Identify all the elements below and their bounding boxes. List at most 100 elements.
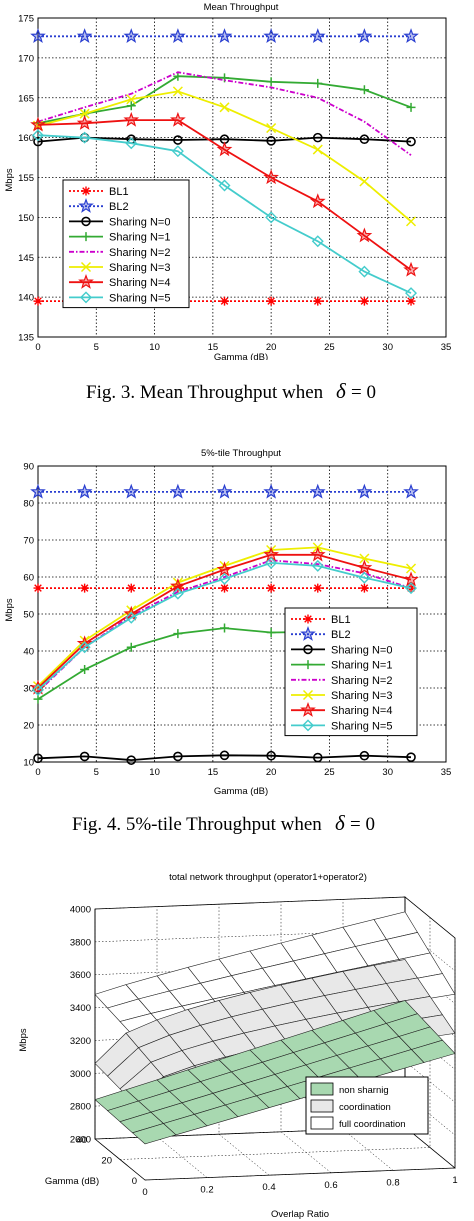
fig4-caption-text: Fig. 4. 5%-tile Throughput when: [72, 814, 322, 835]
x-tick-label: 0.6: [324, 1180, 337, 1191]
surface-patch: [410, 1039, 456, 1063]
marker-circle: [312, 132, 323, 143]
marker-x: [172, 86, 183, 97]
y-tick-label: 0: [132, 1176, 137, 1187]
y-tick-label: 60: [23, 573, 34, 584]
legend-item: BL2: [69, 197, 129, 213]
marker-diamond: [311, 559, 324, 572]
marker-star: [170, 111, 186, 127]
marker-star: [78, 273, 94, 289]
marker-diamond: [32, 129, 44, 142]
marker-x: [405, 563, 417, 574]
y-tick-label: 145: [18, 253, 34, 264]
x-tick-label: 35: [441, 767, 452, 778]
series-sharing-n-4: [30, 111, 419, 277]
marker-star: [216, 141, 233, 157]
marker-star: [356, 28, 373, 44]
series-line: [37, 559, 412, 693]
marker-plus: [33, 694, 43, 704]
z-tick-label: 3400: [70, 1003, 91, 1014]
y-tick-label: 70: [23, 536, 34, 547]
series-sharing-n-5: [32, 129, 418, 300]
x-tick-label: 0.2: [200, 1185, 213, 1196]
marker-star: [403, 483, 419, 499]
legend-label: Sharing N=0: [331, 644, 392, 656]
marker-diamond: [125, 611, 138, 624]
legend-item: BL2: [291, 625, 351, 641]
y-tick-label: 50: [23, 610, 34, 621]
surface-non-sharnig: [94, 1000, 456, 1145]
marker-x: [405, 216, 417, 227]
marker-star: [216, 483, 233, 499]
marker-circle: [79, 751, 90, 762]
legend-item: Sharing N=2: [69, 247, 170, 259]
marker-circle: [33, 136, 43, 147]
legend-label: BL2: [109, 201, 129, 213]
marker-asterisk: [126, 583, 136, 593]
marker-star: [30, 483, 46, 499]
marker-x: [359, 553, 370, 564]
marker-star: [356, 559, 373, 575]
marker-asterisk: [359, 583, 369, 593]
z-tick-label: 2800: [70, 1102, 91, 1113]
marker-star: [403, 261, 419, 277]
y-tick-label: 140: [18, 293, 34, 304]
z-axis-label: Mbps: [18, 1028, 29, 1051]
legend-item: Sharing N=0: [291, 644, 392, 656]
marker-asterisk: [266, 296, 276, 306]
marker-diamond: [218, 572, 231, 585]
legend-item: Sharing N=5: [291, 719, 392, 732]
marker-star: [170, 483, 186, 499]
legend-label: BL1: [109, 186, 129, 198]
marker-star: [78, 197, 94, 213]
legend-item: Sharing N=3: [291, 689, 392, 702]
marker-star: [309, 28, 326, 44]
y-tick-label: 30: [23, 684, 34, 695]
legend-label: Sharing N=3: [331, 690, 392, 702]
marker-circle: [266, 750, 276, 761]
marker-star: [216, 28, 233, 44]
marker-plus: [266, 628, 276, 637]
x-tick-label: 20: [266, 767, 277, 778]
marker-diamond: [358, 571, 371, 584]
marker-star: [30, 116, 46, 132]
y-tick-label: 40: [23, 647, 34, 658]
legend-label: Sharing N=2: [331, 675, 392, 687]
x-tick-label: 0.4: [262, 1182, 275, 1193]
marker-star: [403, 28, 419, 44]
marker-circle: [406, 752, 416, 762]
legend-label: Sharing N=4: [109, 277, 170, 289]
marker-x: [126, 94, 137, 105]
mean-throughput-chart: Mean Throughput Mbps Gamma (dB) 0 5 10 15 20…: [4, 2, 451, 360]
series-line: [37, 136, 412, 143]
marker-star: [263, 483, 279, 499]
marker-x: [126, 605, 137, 616]
marker-star: [76, 115, 93, 130]
marker-plus: [313, 78, 323, 88]
marker-asterisk: [81, 186, 91, 196]
x-axis-label: Gamma (dB): [214, 352, 268, 360]
z-tick-label: 3200: [70, 1036, 91, 1047]
series-bl2: [30, 28, 419, 44]
plot-frame: [37, 17, 447, 338]
legend: BL1 BL2 Sharing N=0 Sharing N=1 Sharing N=2 S…: [284, 607, 418, 737]
x-tick-label: 10: [149, 767, 160, 778]
y-tick-label: 135: [18, 333, 34, 344]
marker-star: [300, 701, 316, 717]
y-axis-label: Mbps: [4, 598, 15, 621]
marker-star: [30, 28, 46, 44]
marker-circle: [33, 753, 43, 764]
x-tick-label: 5: [94, 767, 99, 778]
marker-x: [266, 123, 277, 134]
legend-swatch: [310, 1099, 334, 1113]
series-line: [37, 553, 412, 689]
marker-star: [76, 483, 93, 499]
marker-star: [76, 28, 93, 44]
marker-diamond: [265, 211, 278, 224]
marker-circle: [312, 752, 323, 763]
x-tick-label: 1: [452, 1175, 457, 1186]
marker-plus: [303, 660, 313, 670]
marker-asterisk: [33, 583, 43, 593]
legend-swatch: [310, 1116, 334, 1130]
marker-x: [80, 261, 92, 273]
